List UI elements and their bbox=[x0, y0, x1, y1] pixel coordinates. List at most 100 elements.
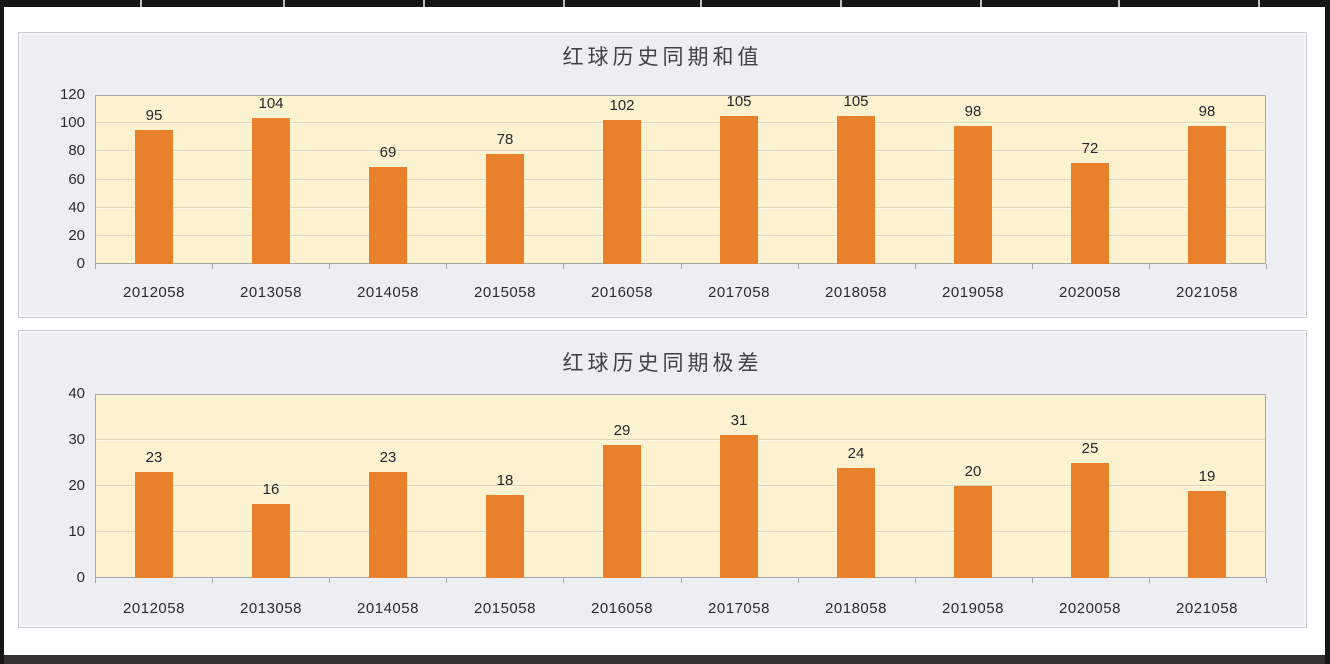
gridline bbox=[96, 439, 1265, 441]
y-tick-label: 20 bbox=[68, 477, 85, 494]
bar bbox=[486, 154, 524, 264]
x-tick-label: 2019058 bbox=[942, 600, 1004, 617]
x-tick-label: 2020058 bbox=[1059, 600, 1121, 617]
bar bbox=[837, 468, 875, 578]
frame-tick-mark bbox=[140, 0, 142, 7]
bar bbox=[135, 472, 173, 578]
bar-value-label: 25 bbox=[1081, 440, 1099, 457]
gridline bbox=[96, 178, 1265, 181]
x-axis-tick bbox=[1266, 578, 1267, 583]
gridline bbox=[96, 485, 1265, 487]
frame-tick-mark bbox=[840, 0, 842, 7]
bar-value-label: 16 bbox=[262, 481, 280, 498]
x-axis-tick bbox=[798, 578, 799, 583]
x-axis-tick bbox=[915, 264, 916, 269]
x-axis-tick bbox=[329, 578, 330, 583]
x-axis-tick bbox=[1149, 578, 1150, 583]
bar-value-label: 23 bbox=[379, 449, 397, 466]
y-tick-label: 40 bbox=[68, 385, 85, 402]
bar-value-label: 18 bbox=[496, 472, 514, 489]
bar-value-label: 98 bbox=[1198, 103, 1216, 120]
left-frame-border bbox=[0, 0, 4, 664]
gridline bbox=[96, 531, 1265, 533]
y-tick-label: 120 bbox=[59, 86, 85, 103]
y-tick-label: 40 bbox=[68, 198, 85, 216]
y-tick-label: 100 bbox=[59, 114, 85, 132]
bar bbox=[1071, 163, 1109, 264]
bar-value-label: 31 bbox=[730, 412, 748, 429]
x-tick-label: 2018058 bbox=[825, 600, 887, 617]
x-axis-tick bbox=[1149, 264, 1150, 269]
bar bbox=[603, 445, 641, 578]
x-axis-tick bbox=[446, 264, 447, 269]
x-tick-label: 2012058 bbox=[123, 284, 185, 301]
frame-tick-mark bbox=[1258, 0, 1260, 7]
chart-panel-range: 红球历史同期极差 0 10 20 30 40 23 2012058 16 2013058 23 20… bbox=[18, 330, 1307, 628]
bar bbox=[603, 120, 641, 264]
bar bbox=[252, 504, 290, 578]
x-tick-label: 2020058 bbox=[1059, 284, 1121, 301]
bar bbox=[954, 486, 992, 578]
x-tick-label: 2013058 bbox=[240, 284, 302, 301]
x-tick-label: 2016058 bbox=[591, 600, 653, 617]
bar-value-label: 78 bbox=[496, 131, 514, 148]
x-axis-tick bbox=[212, 264, 213, 269]
x-tick-label: 2016058 bbox=[591, 284, 653, 301]
x-tick-label: 2012058 bbox=[123, 600, 185, 617]
x-tick-label: 2017058 bbox=[708, 284, 770, 301]
right-frame-border bbox=[1325, 0, 1330, 664]
x-axis-tick bbox=[1032, 264, 1033, 269]
chart-title-range: 红球历史同期极差 bbox=[562, 352, 763, 375]
chart-title-sum: 红球历史同期和值 bbox=[562, 46, 763, 69]
x-tick-label: 2019058 bbox=[942, 284, 1004, 301]
bar-value-label: 95 bbox=[145, 107, 163, 124]
bar bbox=[837, 116, 875, 264]
x-axis-tick bbox=[681, 264, 682, 269]
gridline bbox=[96, 234, 1265, 237]
bar bbox=[1188, 126, 1226, 264]
x-axis-tick bbox=[212, 578, 213, 583]
bar-value-label: 24 bbox=[847, 445, 865, 462]
frame-tick-mark bbox=[700, 0, 702, 7]
x-axis-tick bbox=[563, 264, 564, 269]
gridline bbox=[96, 206, 1265, 209]
gridline bbox=[96, 150, 1265, 153]
x-tick-label: 2018058 bbox=[825, 284, 887, 301]
bar-value-label: 72 bbox=[1081, 140, 1099, 157]
frame-tick-mark bbox=[563, 0, 565, 7]
bar bbox=[486, 495, 524, 578]
bar-value-label: 69 bbox=[379, 144, 397, 161]
gridline bbox=[96, 122, 1265, 125]
bar bbox=[369, 472, 407, 578]
x-axis-tick bbox=[563, 578, 564, 583]
x-axis-tick bbox=[329, 264, 330, 269]
y-tick-label: 0 bbox=[76, 569, 85, 586]
bar-value-label: 19 bbox=[1198, 468, 1216, 485]
x-tick-label: 2014058 bbox=[357, 284, 419, 301]
bar-value-label: 105 bbox=[843, 93, 869, 110]
x-axis-tick bbox=[1266, 264, 1267, 269]
x-axis-tick bbox=[681, 578, 682, 583]
frame-tick-mark bbox=[1118, 0, 1120, 7]
x-axis-tick bbox=[95, 578, 96, 583]
frame-tick-mark bbox=[980, 0, 982, 7]
y-tick-label: 20 bbox=[68, 226, 85, 244]
y-tick-label: 0 bbox=[76, 255, 85, 272]
top-frame-border bbox=[0, 0, 1330, 7]
x-tick-label: 2015058 bbox=[474, 284, 536, 301]
y-tick-label: 10 bbox=[68, 523, 85, 540]
y-tick-label: 60 bbox=[68, 170, 85, 188]
bar-value-label: 102 bbox=[609, 97, 635, 114]
x-tick-label: 2014058 bbox=[357, 600, 419, 617]
x-axis-tick bbox=[1032, 578, 1033, 583]
x-axis-tick bbox=[446, 578, 447, 583]
x-axis-tick bbox=[915, 578, 916, 583]
bar bbox=[720, 435, 758, 578]
x-axis-tick bbox=[95, 264, 96, 269]
x-tick-label: 2017058 bbox=[708, 600, 770, 617]
frame-tick-mark bbox=[423, 0, 425, 7]
x-tick-label: 2021058 bbox=[1176, 600, 1238, 617]
bar bbox=[135, 130, 173, 264]
chart-panel-sum: 红球历史同期和值 0 20 40 60 80 100 120 95 2012058 104 2013… bbox=[18, 32, 1307, 318]
